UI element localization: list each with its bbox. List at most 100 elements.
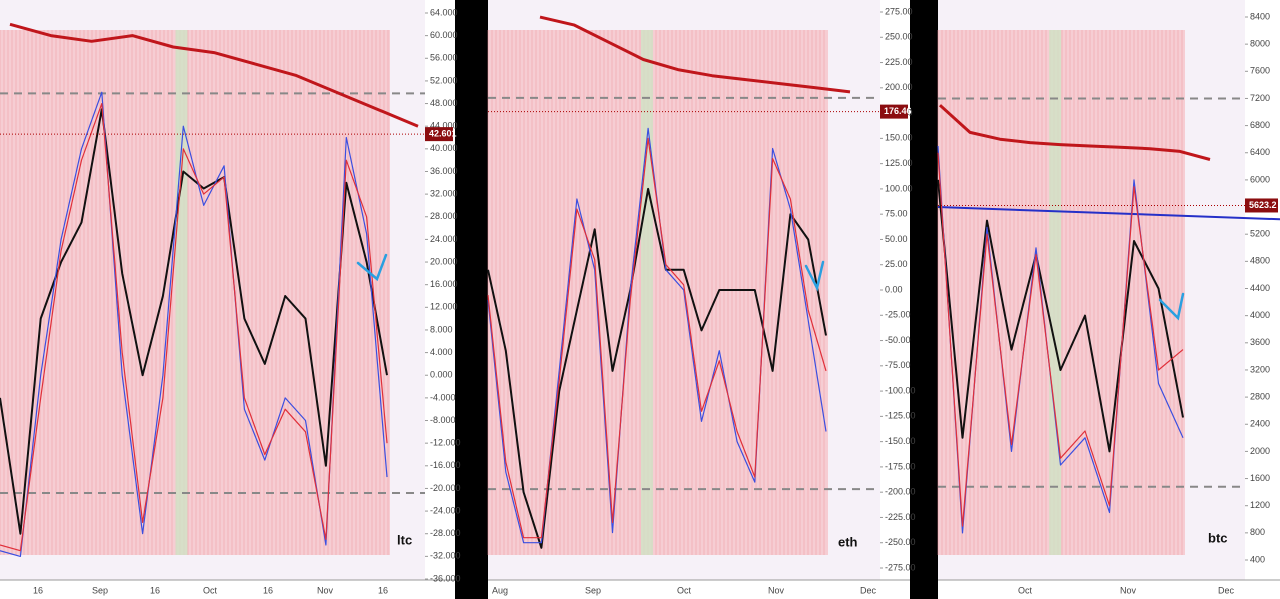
y-tick-label: 2000: [1250, 446, 1270, 456]
axis-bg: [1245, 0, 1280, 599]
y-tick-label: 4000: [1250, 310, 1270, 320]
y-tick-label: -36.000: [430, 573, 461, 583]
y-tick-label: 4.000: [430, 347, 453, 357]
x-tick-label: Nov: [768, 585, 785, 595]
oscillator-line: [0, 102, 388, 552]
y-tick-label: 8400: [1250, 11, 1270, 21]
y-tick-label: 275.00: [885, 6, 913, 16]
hand-drawn-check: [356, 253, 388, 282]
y-tick-label: 8000: [1250, 39, 1270, 49]
x-tick-label: Dec: [860, 585, 877, 595]
oscillator-line: [937, 152, 1184, 527]
signal-green: [1049, 30, 1062, 555]
y-tick-label: 150.00: [885, 133, 913, 143]
chart-label: eth: [838, 534, 858, 549]
y-tick-label: -125.00: [885, 411, 916, 421]
hand-drawn-check: [804, 260, 825, 292]
y-tick-label: 5200: [1250, 229, 1270, 239]
y-tick-label: 1200: [1250, 500, 1270, 510]
y-tick-label: 64.000: [430, 7, 458, 17]
oscillator-line: [0, 108, 388, 535]
axis-bg: [880, 0, 910, 599]
y-tick-label: -275.00: [885, 562, 916, 572]
y-tick-label: 7600: [1250, 66, 1270, 76]
x-tick-label: Oct: [677, 585, 692, 595]
y-tick-label: 12.000: [430, 302, 458, 312]
price-tag-label: 5623.2: [1249, 200, 1277, 210]
y-tick-label: -16.000: [430, 460, 461, 470]
y-tick-label: -28.000: [430, 528, 461, 538]
y-tick-label: 75.00: [885, 209, 908, 219]
y-tick-label: 44.000: [430, 121, 458, 131]
y-tick-label: 32.000: [430, 188, 458, 198]
y-tick-label: 8.000: [430, 324, 453, 334]
y-tick-label: 16.000: [430, 279, 458, 289]
x-tick-label: Sep: [92, 585, 108, 595]
y-tick-label: 2800: [1250, 391, 1270, 401]
x-tick-label: Nov: [1120, 585, 1137, 595]
y-tick-label: 6000: [1250, 174, 1270, 184]
x-tick-label: 16: [150, 585, 160, 595]
y-tick-label: -20.000: [430, 483, 461, 493]
price-tag-label: 42.601: [429, 128, 457, 138]
hand-drawn-check: [1158, 292, 1185, 321]
y-tick-label: 100.00: [885, 183, 913, 193]
signal-shade: [488, 30, 828, 555]
y-tick-label: -200.00: [885, 487, 916, 497]
y-tick-label: -150.00: [885, 436, 916, 446]
y-tick-label: 52.000: [430, 75, 458, 85]
y-tick-label: 6800: [1250, 120, 1270, 130]
y-tick-label: 800: [1250, 527, 1265, 537]
y-tick-label: 225.00: [885, 57, 913, 67]
x-tick-label: 16: [263, 585, 273, 595]
y-tick-label: -4.000: [430, 392, 456, 402]
y-tick-label: 36.000: [430, 166, 458, 176]
signal-green: [175, 30, 188, 555]
y-tick-label: -75.00: [885, 360, 911, 370]
x-tick-label: 16: [33, 585, 43, 595]
y-tick-label: -175.00: [885, 461, 916, 471]
oscillator-line: [487, 187, 827, 549]
y-tick-label: -225.00: [885, 512, 916, 522]
y-tick-label: 56.000: [430, 53, 458, 63]
x-tick-label: Oct: [1018, 585, 1033, 595]
y-tick-label: 125.00: [885, 158, 913, 168]
price-line: [539, 15, 851, 94]
signal-shade: [0, 30, 390, 555]
y-tick-label: 250.00: [885, 32, 913, 42]
y-tick-label: -12.000: [430, 438, 461, 448]
y-tick-label: -25.00: [885, 310, 911, 320]
y-tick-label: -250.00: [885, 537, 916, 547]
chart-label: btc: [1208, 530, 1228, 545]
x-tick-label: Dec: [1218, 585, 1235, 595]
y-tick-label: -32.000: [430, 551, 461, 561]
x-tick-label: Sep: [585, 585, 601, 595]
price-tag: [880, 104, 908, 119]
y-tick-label: 2400: [1250, 419, 1270, 429]
y-tick-label: -24.000: [430, 505, 461, 515]
y-tick-label: 7200: [1250, 93, 1270, 103]
y-tick-label: 25.00: [885, 259, 908, 269]
signal-green: [641, 30, 653, 555]
price-tag-label: 176.46: [884, 106, 912, 116]
chart-label: ltc: [397, 532, 412, 547]
y-tick-label: 24.000: [430, 234, 458, 244]
oscillator-line: [937, 179, 1184, 453]
y-tick-label: 40.000: [430, 143, 458, 153]
y-tick-label: -8.000: [430, 415, 456, 425]
y-tick-label: -100.00: [885, 385, 916, 395]
y-tick-label: 400: [1250, 554, 1265, 564]
y-tick-label: 200.00: [885, 82, 913, 92]
y-tick-label: 48.000: [430, 98, 458, 108]
axis-bg: [425, 0, 455, 599]
y-tick-label: 50.00: [885, 234, 908, 244]
price-line: [9, 22, 419, 128]
y-tick-label: 0.000: [430, 370, 453, 380]
y-tick-label: -50.00: [885, 335, 911, 345]
price-line: [938, 104, 1211, 161]
x-tick-label: Aug: [492, 585, 508, 595]
y-tick-label: 4400: [1250, 283, 1270, 293]
x-tick-label: 16: [378, 585, 388, 595]
